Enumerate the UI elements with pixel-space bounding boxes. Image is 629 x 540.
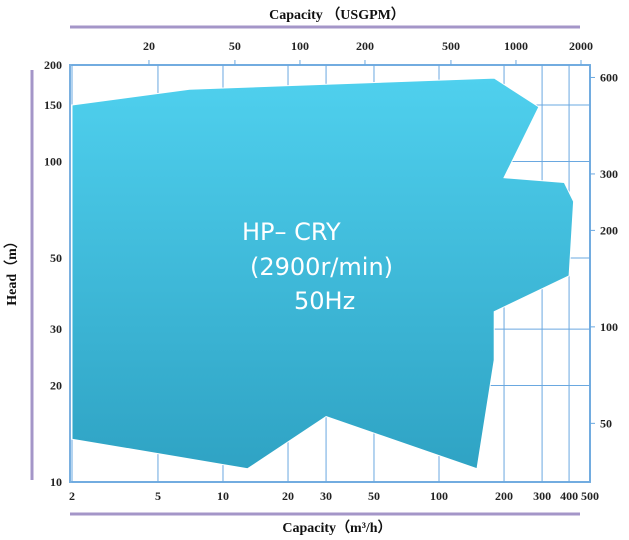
bottom-tick-label: 400 — [560, 489, 578, 503]
bottom-tick-labels: 2 5 10 20 30 50 100 200 300 400 500 — [69, 489, 599, 503]
top-tick-label: 500 — [442, 39, 460, 53]
bottom-tick-label: 5 — [155, 489, 161, 503]
left-tick-label: 10 — [50, 475, 62, 489]
top-tick-label: 50 — [229, 39, 241, 53]
left-tick-label: 200 — [44, 58, 62, 72]
bottom-tick-label: 200 — [495, 489, 513, 503]
overlay-frequency: 50Hz — [294, 287, 355, 315]
overlay-speed: (2900r/min) — [250, 253, 393, 281]
right-tick-labels: 50 100 200 300 600 — [590, 70, 618, 430]
left-tick-label: 100 — [44, 154, 62, 168]
bottom-tick-label: 300 — [533, 489, 551, 503]
top-tick-label: 100 — [291, 39, 309, 53]
performance-region — [71, 77, 575, 470]
right-tick-label: 300 — [600, 167, 618, 181]
bottom-tick-label: 10 — [217, 489, 229, 503]
bottom-tick-label: 20 — [282, 489, 294, 503]
right-tick-label: 100 — [600, 320, 618, 334]
left-tick-label: 20 — [50, 379, 62, 393]
right-tick-label: 200 — [600, 223, 618, 237]
right-tick-label: 50 — [600, 416, 612, 430]
left-tick-label: 30 — [50, 322, 62, 336]
left-tick-label: 150 — [44, 98, 62, 112]
overlay-model: HP– CRY — [242, 218, 341, 246]
top-tick-label: 200 — [356, 39, 374, 53]
left-tick-label: 50 — [50, 251, 62, 265]
top-tick-labels: 20 50 100 200 500 1000 2000 — [143, 39, 593, 65]
bottom-tick-label: 30 — [320, 489, 332, 503]
left-tick-labels: 10 20 30 50 100 150 200 — [44, 58, 62, 489]
bottom-tick-label: 500 — [581, 489, 599, 503]
top-tick-label: 2000 — [569, 39, 593, 53]
bottom-tick-label: 50 — [368, 489, 380, 503]
top-tick-label: 20 — [143, 39, 155, 53]
top-axis-title: Capacity （USGPM） — [269, 7, 405, 23]
bottom-tick-label: 100 — [430, 489, 448, 503]
bottom-tick-label: 2 — [69, 489, 75, 503]
left-axis-title: Head（m） — [4, 234, 20, 306]
top-tick-label: 1000 — [504, 39, 528, 53]
right-tick-label: 600 — [600, 70, 618, 84]
bottom-axis-title: Capacity（m³/h） — [282, 520, 391, 536]
